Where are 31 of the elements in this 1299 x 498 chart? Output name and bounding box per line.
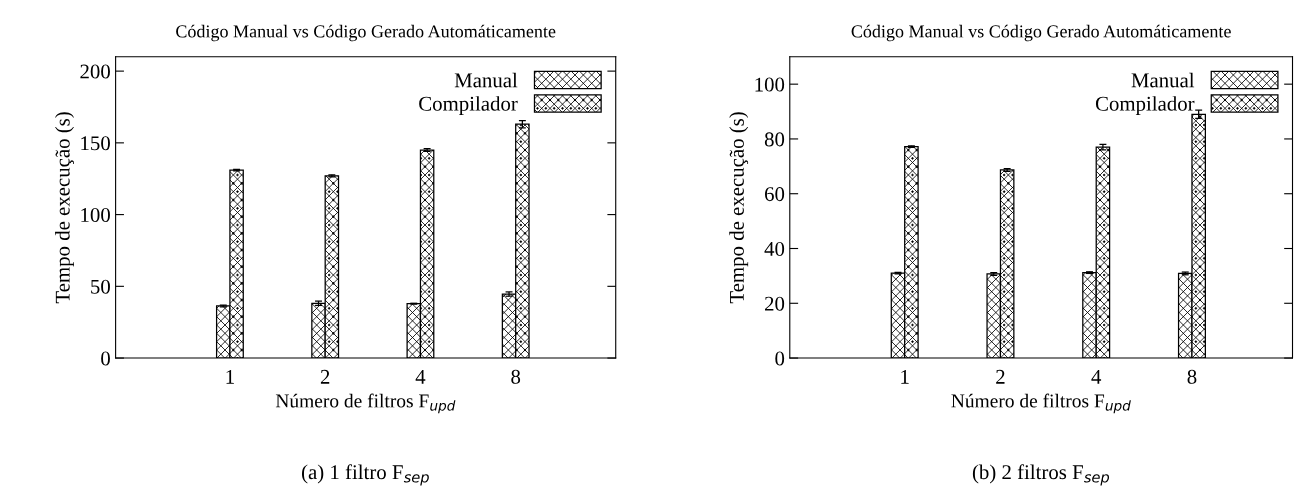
y-axis-title: Tempo de execução (s) [55, 112, 74, 304]
y-tick-label: 80 [764, 132, 785, 147]
chart-title: Código Manual vs Código Gerado Automáticamente [851, 24, 1231, 42]
y-tick-label: 40 [764, 241, 785, 256]
text: (b) 2 filtros F$_{sep}$ [972, 464, 1110, 486]
x-tick-label: 2 [996, 369, 1005, 384]
x-tick-label: 4 [1091, 369, 1102, 384]
x-tick-label: 1 [226, 369, 234, 384]
x-tick-label: 8 [511, 369, 521, 384]
x-axis-title: Número de filtros F$_{upd}$ [951, 393, 1131, 414]
legend-label: Manual [454, 72, 518, 88]
x-axis-title: Número de filtros F$_{upd}$ [275, 393, 456, 414]
x-tick-label: 4 [415, 369, 426, 384]
text: (a) 1 filtro F$_{sep}$ [302, 464, 429, 486]
y-tick-label: 200 [80, 64, 110, 79]
y-tick-label: 100 [755, 77, 785, 92]
x-tick-label: 1 [901, 369, 909, 384]
y-axis-title: Tempo de execução (s) [729, 112, 749, 304]
y-tick-label: 0 [101, 351, 110, 366]
x-tick-label: 8 [1187, 369, 1197, 384]
legend-label: Manual [1131, 72, 1195, 88]
y-tick-label: 60 [764, 187, 785, 202]
y-tick-label: 150 [81, 136, 110, 151]
chart-title: Código Manual vs Código Gerado Automáticamente [176, 24, 556, 42]
legend-label: Compilador [1095, 96, 1195, 116]
y-tick-label: 50 [91, 279, 110, 294]
y-tick-label: 0 [775, 351, 785, 366]
legend-label: Compilador [419, 96, 518, 116]
x-tick-label: 2 [320, 369, 330, 384]
y-tick-label: 100 [81, 207, 110, 223]
y-tick-label: 20 [765, 296, 785, 311]
